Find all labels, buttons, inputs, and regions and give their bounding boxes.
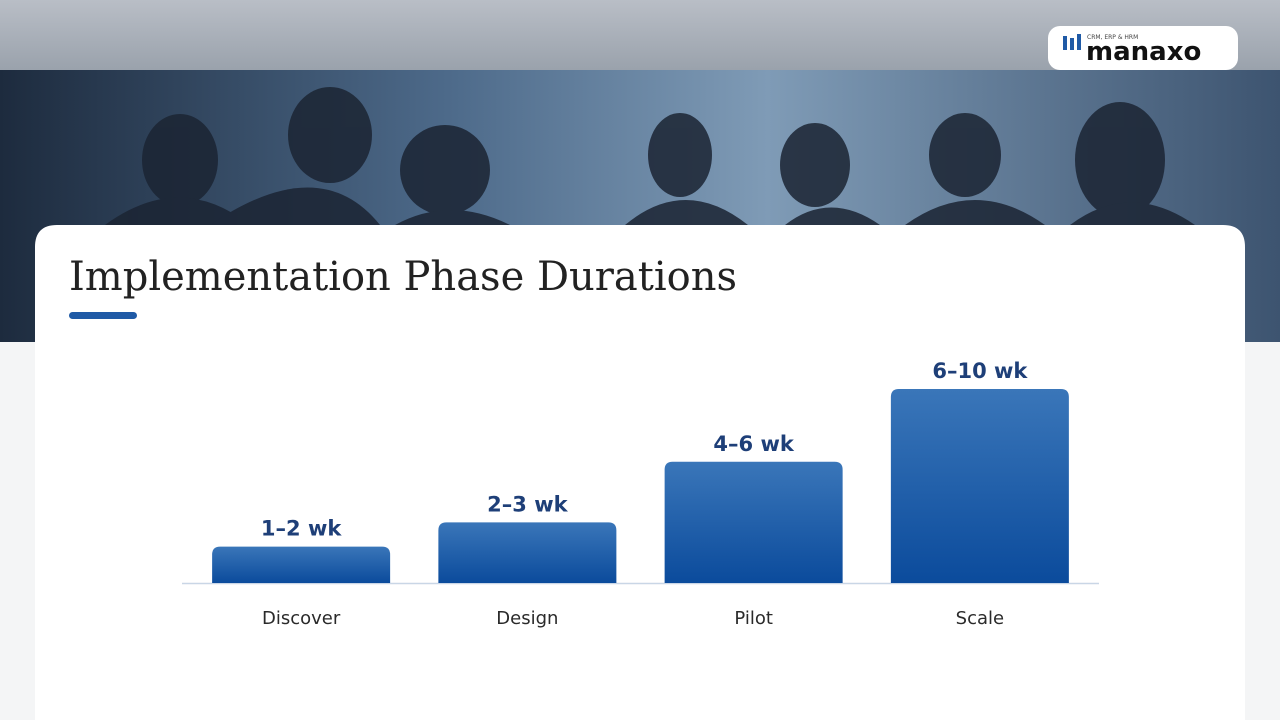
title-underline — [69, 312, 137, 319]
logo-name: manaxo — [1086, 37, 1201, 67]
value-label: 1–2 wk — [261, 517, 342, 541]
logo-icon — [1063, 34, 1081, 50]
bar — [890, 389, 1069, 583]
value-label: 4–6 wk — [713, 432, 794, 456]
plot: 1–2 wk Discover 2–3 wk Design 4–6 wk Pilot 6–1… — [212, 359, 1069, 629]
x-tick-label: Discover — [262, 608, 341, 629]
logo-box — [1048, 26, 1238, 70]
bar — [664, 461, 843, 583]
content-card — [35, 225, 1245, 720]
x-tick-label: Pilot — [734, 608, 773, 629]
logo-tagline: CRM, ERP & HRM — [1087, 34, 1138, 41]
value-label: 6–10 wk — [932, 359, 1028, 383]
x-tick-label: Design — [496, 608, 558, 629]
bar — [438, 522, 617, 583]
value-label: 2–3 wk — [487, 492, 568, 516]
people-silhouettes — [105, 87, 1195, 225]
x-tick-label: Scale — [956, 608, 1004, 629]
bar — [212, 546, 391, 583]
chart-title: Implementation Phase Durations — [69, 254, 737, 300]
